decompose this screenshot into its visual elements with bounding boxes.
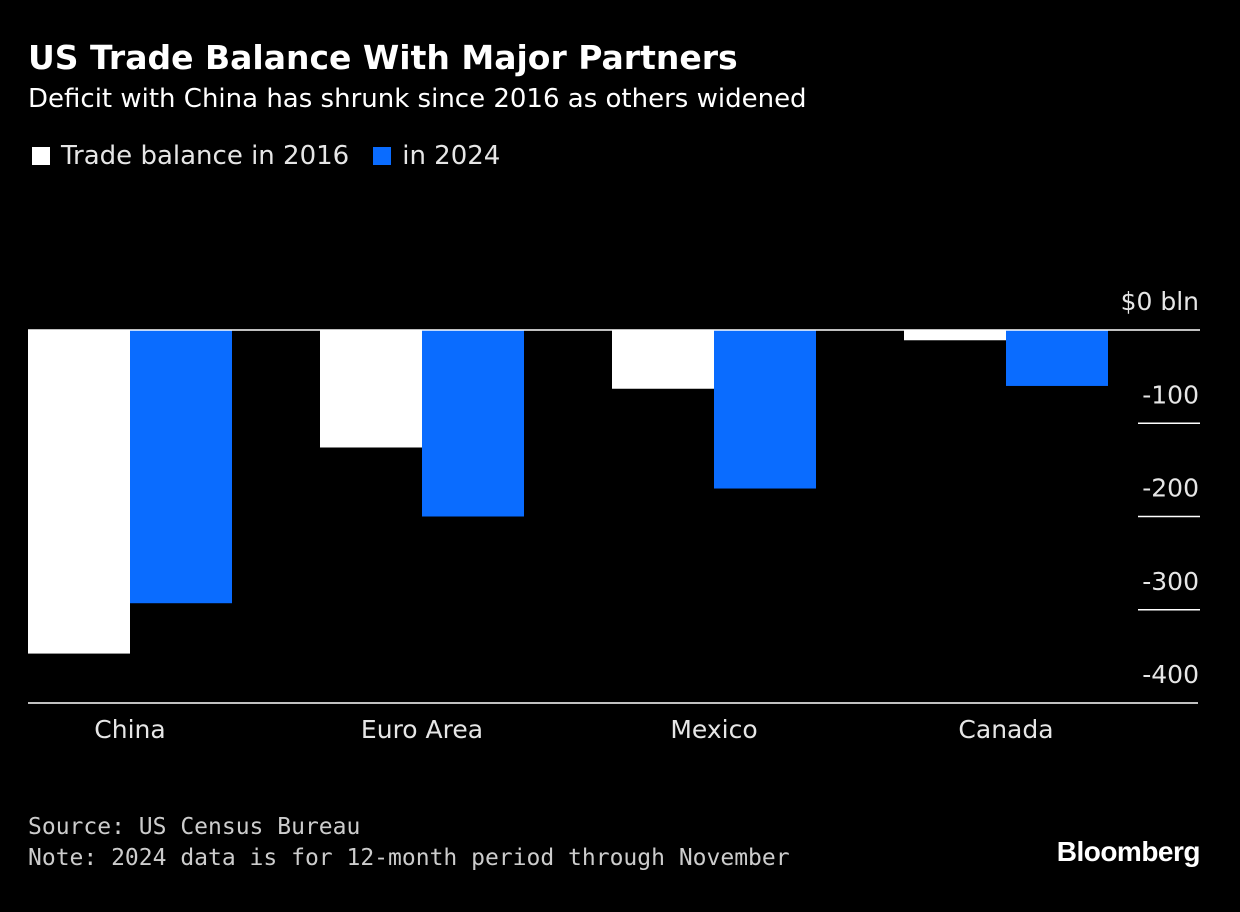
legend-label-2016: Trade balance in 2016 xyxy=(61,141,350,171)
y-tick-label: $0 bln xyxy=(1121,287,1199,316)
chart-subtitle: Deficit with China has shrunk since 2016… xyxy=(28,84,807,114)
source-note: Source: US Census Bureau xyxy=(28,814,361,840)
bar-mexico-2016 xyxy=(612,330,714,389)
bar-euro-area-2016 xyxy=(320,330,422,448)
footer-notes: Source: US Census Bureau Note: 2024 data… xyxy=(28,812,790,874)
legend-swatch-2024 xyxy=(373,147,392,165)
bloomberg-logo: Bloomberg xyxy=(1056,836,1201,867)
data-note: Note: 2024 data is for 12-month period t… xyxy=(28,845,790,871)
x-tick-label: China xyxy=(94,715,165,744)
y-tick-label: -100 xyxy=(1142,380,1199,409)
y-tick-label: -400 xyxy=(1142,660,1199,689)
bar-euro-area-2024 xyxy=(422,330,524,517)
x-tick-label: Euro Area xyxy=(361,715,483,744)
y-tick-label: -300 xyxy=(1142,567,1199,596)
legend: Trade balance in 2016 in 2024 xyxy=(32,141,524,171)
legend-item-2024: in 2024 xyxy=(373,141,500,171)
legend-label-2024: in 2024 xyxy=(402,141,501,171)
legend-swatch-2016 xyxy=(32,147,50,165)
y-tick-label: -200 xyxy=(1142,474,1199,503)
bar-canada-2024 xyxy=(1006,330,1108,386)
bar-china-2024 xyxy=(130,330,232,604)
chart-title: US Trade Balance With Major Partners xyxy=(28,38,738,77)
bar-china-2016 xyxy=(28,330,130,654)
bar-mexico-2024 xyxy=(714,330,816,489)
bar-canada-2016 xyxy=(904,330,1006,341)
x-tick-label: Mexico xyxy=(670,715,757,744)
x-tick-label: Canada xyxy=(958,715,1053,744)
legend-item-2016: Trade balance in 2016 xyxy=(32,141,349,171)
